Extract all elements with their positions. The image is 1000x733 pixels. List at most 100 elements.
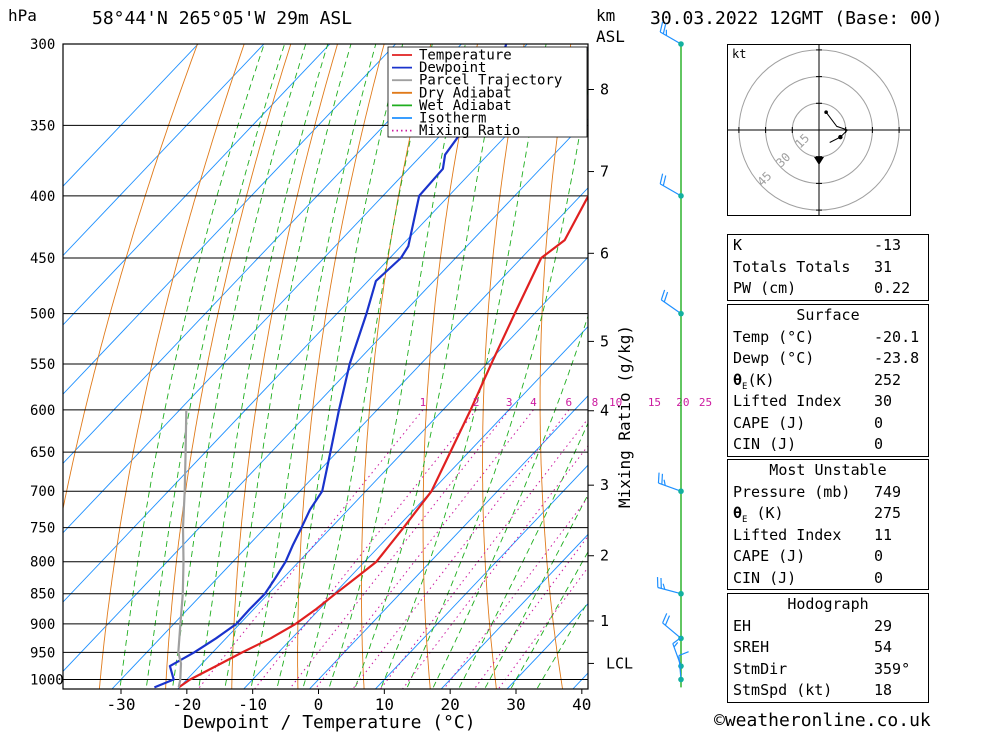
wind-level-dot (678, 41, 684, 47)
mu-theta-unit: (K) (747, 504, 784, 522)
eh-value: 29 (874, 616, 893, 635)
mu-theta-row: θE (K) 275 (728, 503, 928, 525)
km-tick-label: 3 (600, 476, 609, 494)
hodograph-trace-line (825, 111, 849, 143)
pressure-tick-label: 850 (30, 587, 55, 603)
mixing-ratio-label: 8 (592, 396, 599, 409)
km-tick-label: 6 (600, 244, 609, 262)
surface-li-row: Lifted Index 30 (728, 391, 928, 413)
mixing-ratio-line (473, 535, 588, 689)
dry-adiabat-line (539, 44, 572, 689)
wind-level-dot (678, 488, 684, 495)
dewpoint-line (153, 44, 508, 689)
stmdir-value: 359° (874, 659, 911, 678)
pressure-tick-label: 750 (30, 521, 55, 537)
pressure-tick-label: 450 (30, 251, 55, 267)
k-index-row: K -13 (728, 235, 928, 257)
dry-adiabat-line (422, 44, 478, 689)
dry-adiabat-line (361, 44, 432, 689)
pressure-tick-label: 300 (30, 37, 55, 53)
km-tick-label: 7 (600, 163, 609, 181)
wet-adiabat-line (457, 422, 588, 689)
wet-adiabat-line (328, 44, 466, 689)
x-axis-label: Dewpoint / Temperature (°C) (183, 712, 476, 733)
wet-adiabat-line (276, 44, 404, 689)
mixing-ratio-label: 15 (648, 396, 661, 409)
legend-entry: Temperature (419, 48, 512, 64)
isotherm-line (243, 325, 588, 689)
x-tick-label: -30 (107, 695, 136, 714)
hodograph-table-title: Hodograph (787, 595, 869, 613)
legend-entry: Isotherm (419, 111, 486, 127)
wind-barb-flag (662, 175, 667, 186)
hodograph-unit-label: kt (732, 47, 746, 61)
hodograph-point (838, 134, 843, 140)
wind-barb-flag (661, 473, 664, 485)
wet-adiabat-line (171, 44, 307, 689)
mu-pressure-label: Pressure (mb) (733, 482, 851, 501)
surface-cape-row: CAPE (J) 0 (728, 413, 928, 435)
location-title: 58°44'N 265°05'W 29m ASL (92, 8, 353, 29)
k-index-value: -13 (874, 236, 902, 254)
pressure-tick-label: 400 (30, 189, 55, 205)
wind-barb-staff (659, 31, 682, 45)
stmspd-value: 18 (874, 681, 893, 699)
pw-label: PW (cm) (733, 279, 797, 297)
mixing-ratio-axis-label: Mixing Ratio (g/kg) (615, 325, 634, 508)
legend-entry: Dewpoint (419, 60, 486, 76)
isotherm-line (63, 44, 265, 257)
pressure-tick-label: 350 (30, 118, 55, 134)
wind-barb-flag (663, 291, 669, 303)
mixing-ratio-line (352, 409, 570, 689)
wind-barb-flag (659, 173, 664, 184)
mixing-ratio-line (443, 496, 588, 689)
x-tick-label: -20 (172, 695, 201, 714)
wind-barb-flag (662, 583, 666, 590)
mu-cin-row: CIN (J) 0 (728, 568, 928, 590)
indices-table: K -13 Totals Totals 31 PW (cm) 0.22 (727, 234, 929, 301)
wet-adiabat-line (250, 44, 377, 689)
wet-adiabat-line (302, 44, 433, 689)
pressure-tick-label: 550 (30, 357, 55, 373)
pressure-unit-label: hPa (8, 6, 37, 25)
mu-cape-label: CAPE (J) (733, 547, 806, 565)
km-asl-label: ASL (596, 27, 625, 46)
datetime-title: 30.03.2022 12GMT (Base: 00) (650, 8, 943, 29)
mixing-ratio-line (497, 566, 588, 689)
surface-dewp-value: -23.8 (874, 349, 920, 367)
wet-adiabat-line (354, 44, 504, 689)
mixing-ratio-line (197, 409, 424, 689)
x-tick-label: 30 (506, 695, 525, 714)
pw-value: 0.22 (874, 279, 911, 297)
most-unstable-title: Most Unstable (769, 461, 887, 479)
surface-dewp-label: Dewp (°C) (733, 349, 815, 367)
wind-level-dot (678, 635, 684, 642)
dry-adiabat-line (944, 26, 1000, 705)
wet-adiabat-line (198, 44, 329, 689)
mu-theta-value: 275 (874, 504, 902, 522)
surface-cin-label: CIN (J) (733, 435, 797, 453)
eh-label: EH (733, 616, 752, 635)
lcl-label: LCL (606, 654, 633, 672)
wet-adiabat-line (145, 44, 286, 689)
wind-profile (656, 21, 689, 688)
isotherm-line (63, 44, 528, 534)
wind-level-dot (678, 590, 684, 597)
wind-barb-staff (660, 299, 682, 315)
wind-level-dot (678, 193, 684, 199)
wind-barb-flag (662, 613, 668, 624)
isotherm-line (374, 464, 588, 689)
stmdir-row: StmDir 359° (728, 659, 928, 681)
mu-cin-value: 0 (874, 568, 884, 587)
surface-theta-row: θE(K) 252 (728, 370, 928, 392)
mu-pressure-value: 749 (874, 482, 902, 501)
dry-adiabat-line (231, 44, 338, 689)
wind-barb-flag (657, 472, 660, 484)
pressure-tick-label: 800 (30, 555, 55, 571)
dry-adiabat-line (165, 44, 292, 689)
mu-cape-row: CAPE (J) 0 (728, 546, 928, 568)
hodograph-start-dot (824, 110, 828, 114)
pressure-tick-label: 1000 (30, 673, 64, 689)
legend-entry: Mixing Ratio (419, 123, 520, 139)
